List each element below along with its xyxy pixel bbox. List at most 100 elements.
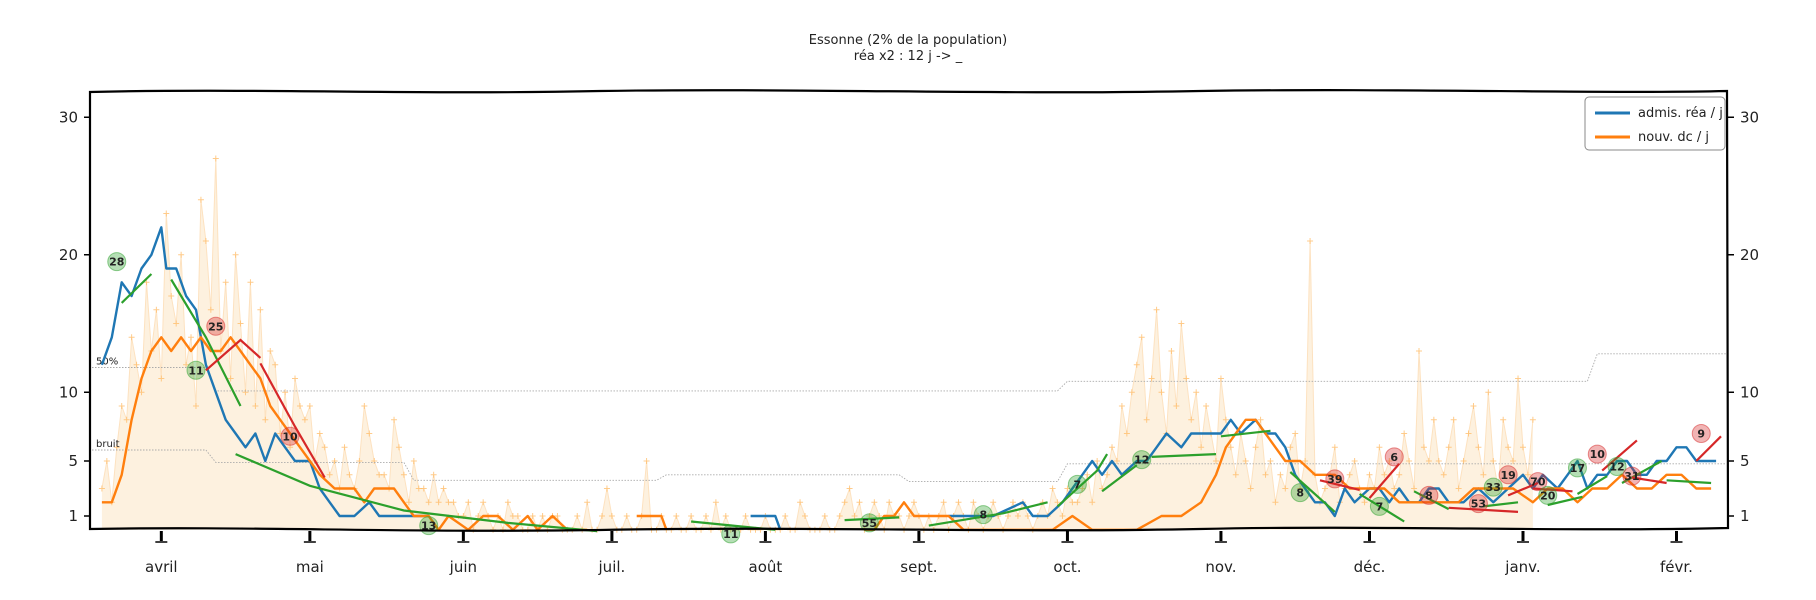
noise-marker <box>301 416 308 423</box>
noise-marker <box>1519 444 1526 451</box>
noise-marker <box>1059 513 1066 519</box>
noise-marker <box>1277 471 1284 478</box>
marker-badge: 8 <box>1419 485 1439 505</box>
marker-label: 12 <box>1134 454 1149 467</box>
noise-marker <box>688 513 695 519</box>
marker-bubble <box>1132 450 1152 470</box>
noise-marker <box>232 251 239 258</box>
x-tick-label: févr. <box>1660 558 1693 576</box>
noise-marker <box>1292 430 1299 437</box>
trend-segment <box>928 501 1048 527</box>
noise-marker <box>1505 444 1512 451</box>
noise-marker <box>321 444 328 451</box>
noise-marker <box>207 306 214 313</box>
noise-marker <box>1128 389 1135 396</box>
noise-marker <box>886 499 893 506</box>
noise-marker <box>326 471 333 478</box>
marker-label: 19 <box>1500 469 1515 482</box>
noise-marker <box>395 444 402 451</box>
noise-marker <box>940 499 947 506</box>
marker-label: 10 <box>282 430 298 443</box>
noise-marker <box>118 403 125 409</box>
marker-label: 25 <box>208 320 223 333</box>
legend: admis. réa / j nouv. dc / j <box>1584 96 1726 151</box>
marker-bubble <box>973 505 993 525</box>
noise-marker <box>1212 458 1219 464</box>
noise-marker <box>1445 444 1452 451</box>
y-tick-label-right: 20 <box>1740 246 1759 264</box>
noise-marker <box>440 485 447 492</box>
noise-marker <box>1401 430 1408 437</box>
reference-line <box>92 449 1726 483</box>
marker-bubble <box>206 316 226 336</box>
noise-marker <box>1302 458 1309 464</box>
marker-bubble <box>1622 466 1642 486</box>
noise-marker <box>168 293 175 299</box>
marker-badge: 13 <box>419 516 439 536</box>
noise-marker <box>1282 485 1289 492</box>
y-tick-label-left: 10 <box>59 383 78 401</box>
marker-badge: 39 <box>1325 469 1345 489</box>
trend-segment <box>170 278 242 407</box>
marker-badge: 10 <box>280 426 300 446</box>
marker-label: 55 <box>862 517 877 530</box>
x-tick-label: janv. <box>1504 558 1540 576</box>
marker-badge: 17 <box>1567 458 1587 478</box>
noise-marker <box>435 499 442 506</box>
noise-marker <box>1198 444 1205 451</box>
marker-bubble <box>1369 496 1389 516</box>
x-tick-label: juil. <box>598 558 626 576</box>
marker-badge: 25 <box>206 316 226 336</box>
x-tick-label: sept. <box>900 558 937 576</box>
noise-marker <box>391 416 398 423</box>
marker-label: 6 <box>1390 451 1398 464</box>
noise-marker <box>296 403 303 409</box>
noise-marker <box>98 485 105 492</box>
series-line-0 <box>100 226 1717 531</box>
noise-marker <box>113 444 120 451</box>
noise-marker <box>906 513 912 519</box>
noise-marker <box>173 320 180 327</box>
noise-marker <box>603 485 610 492</box>
noise-marker <box>405 499 412 506</box>
marker-bubble <box>1468 494 1488 514</box>
reference-line-label: bruit <box>96 439 120 450</box>
noise-marker <box>1406 458 1413 464</box>
marker-badge: 9 <box>1691 424 1711 443</box>
noise-marker <box>1307 238 1314 244</box>
marker-bubble <box>107 252 127 272</box>
noise-marker <box>1450 416 1457 423</box>
noise-marker <box>292 375 299 382</box>
noise-marker <box>1089 499 1096 506</box>
noise-marker <box>955 499 962 506</box>
noise-marker <box>851 513 858 519</box>
noise-marker <box>990 499 997 506</box>
noise-marker <box>970 499 977 506</box>
noise-marker <box>252 403 259 409</box>
noise-marker <box>1178 320 1185 327</box>
noise-marker <box>514 513 521 519</box>
noise-marker <box>361 403 368 409</box>
noise-marker <box>643 458 650 464</box>
y-tick-label-left: 20 <box>59 246 78 264</box>
noise-marker <box>272 361 279 368</box>
trend-segment <box>1101 464 1138 493</box>
marker-label: 33 <box>1486 481 1501 494</box>
marker-label: 7 <box>1376 500 1384 513</box>
marker-bubble <box>1325 469 1345 489</box>
noise-marker <box>1440 471 1447 478</box>
noise-marker <box>1500 416 1507 423</box>
noise-marker <box>1425 458 1432 464</box>
marker-bubble <box>1538 485 1558 505</box>
noise-marker <box>1267 458 1274 464</box>
noise-marker <box>1109 444 1116 451</box>
noise-marker <box>282 389 289 396</box>
noise-marker <box>1490 458 1497 464</box>
marker-label: 28 <box>109 256 124 269</box>
marker-bubble <box>1567 458 1587 478</box>
x-tick-label: mai <box>296 558 324 576</box>
noise-marker <box>1515 375 1522 382</box>
noise-marker <box>128 334 135 341</box>
noise-marker <box>1094 458 1101 464</box>
